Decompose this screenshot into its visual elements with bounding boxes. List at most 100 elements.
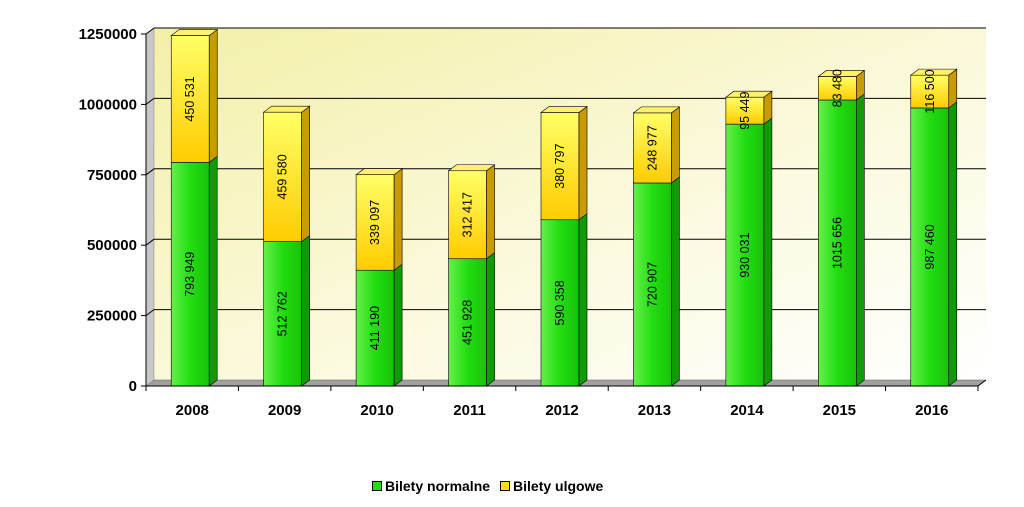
bar-segment: 116 500: [909, 68, 958, 114]
bar-face: [448, 258, 487, 387]
data-label: 312 417: [461, 192, 475, 237]
bar-segment: 930 031: [725, 117, 773, 387]
bar-segment: 380 797: [540, 105, 588, 221]
bar-face: [355, 174, 395, 271]
gridline-depth: [145, 238, 155, 246]
x-axis-depth: [977, 379, 987, 387]
bar-top: [170, 29, 219, 36]
data-label: 95 449: [738, 92, 752, 130]
bar-segment: 1015 656: [818, 93, 865, 387]
data-label: 793 949: [183, 252, 197, 297]
bar-side: [208, 28, 218, 164]
bar-face: [263, 241, 302, 387]
bar-side: [763, 117, 773, 387]
data-label: 339 097: [368, 200, 382, 245]
bar-segment: 451 928: [448, 252, 495, 387]
data-label: 248 977: [645, 125, 659, 170]
bar-top: [262, 105, 311, 113]
gridline-depth: [145, 27, 155, 35]
bar-top: [724, 90, 773, 98]
x-tick-label: 2008: [176, 402, 209, 419]
bar-face: [448, 170, 487, 260]
bar-top: [909, 68, 958, 76]
data-label: 116 500: [923, 69, 937, 113]
x-tick-label: 2015: [823, 402, 856, 419]
plot-side-wall: [145, 27, 155, 387]
y-tick-label: 250000: [87, 308, 137, 325]
data-label: 1015 656: [830, 217, 844, 269]
bar-segment: 411 190: [355, 263, 403, 387]
data-label: 411 190: [368, 306, 382, 350]
bar-segment: 590 358: [540, 213, 588, 387]
bar-side: [393, 263, 403, 387]
bar-segment: 339 097: [355, 168, 404, 271]
x-axis: 2008 2009 2010 2011 2012 2013 2014 2015 2016: [145, 379, 987, 419]
bar-side: [856, 93, 865, 387]
bar-top: [540, 106, 588, 113]
data-label: 512 762: [276, 291, 290, 336]
data-label: 380 797: [553, 144, 567, 189]
data-label: 987 460: [923, 224, 937, 269]
data-label: 450 531: [183, 76, 197, 121]
bar-side: [301, 235, 310, 387]
x-tick-label: 2011: [453, 402, 486, 419]
legend-item-ulgowe: Bilety ulgowe: [500, 478, 603, 494]
bar-segment: 95 449: [724, 90, 773, 130]
legend-swatch-normalne: [372, 481, 382, 491]
bar-face: [263, 111, 302, 242]
bar-top: [817, 70, 866, 77]
bar-segment: 793 949: [170, 155, 218, 387]
bars: 793 949 450 531 512 762 459 580 411 190 339 0…: [170, 28, 958, 387]
bar-face: [910, 74, 950, 109]
bar-top: [447, 164, 496, 172]
bar-side: [578, 213, 588, 387]
bar-side: [671, 176, 680, 387]
bar-face: [725, 96, 765, 125]
y-axis: 0 250000 500000 750000 1000000 1250000: [79, 26, 147, 395]
bar-segment: 987 460: [910, 101, 958, 387]
bar-side: [948, 68, 958, 109]
y-tick-label: 1000000: [79, 96, 137, 113]
data-label: 930 031: [738, 232, 752, 277]
x-tick-label: 2009: [268, 402, 301, 419]
data-label: 720 907: [645, 262, 659, 307]
bar-side: [486, 252, 495, 387]
bar-segment: 312 417: [447, 164, 496, 260]
x-tick-label: 2010: [360, 402, 393, 419]
bar-top: [632, 106, 681, 114]
x-tick-label: 2016: [915, 402, 948, 419]
data-label: 83 480: [830, 69, 844, 107]
bar-segment: 720 907: [633, 176, 680, 387]
bar-segment: 512 762: [263, 235, 310, 387]
y-tick-label: 0: [129, 378, 137, 395]
y-tick-label: 750000: [87, 167, 137, 184]
legend-swatch-ulgowe: [500, 481, 511, 491]
bar-side: [393, 168, 403, 271]
bar-face: [355, 269, 395, 387]
gridline-depth: [145, 98, 155, 105]
gridline-depth: [145, 168, 155, 176]
bar-segment: 459 580: [262, 105, 311, 243]
bar-face: [540, 112, 580, 221]
data-label: 451 928: [461, 300, 475, 345]
legend-label-ulgowe: Bilety ulgowe: [513, 478, 604, 494]
bar-side: [208, 155, 218, 387]
x-tick-label: 2012: [545, 402, 578, 419]
bar-segment: 248 977: [632, 106, 681, 184]
bar-top: [355, 168, 404, 176]
legend-label-normalne: Bilety normalne: [385, 478, 491, 494]
legend: Bilety normalne Bilety ulgowe: [372, 478, 603, 494]
stacked-bar-chart: 0 250000 500000 750000 1000000 1250000 793 94…: [79, 26, 987, 419]
data-label: 459 580: [276, 154, 290, 199]
bar-side: [301, 105, 310, 243]
bar-face: [725, 123, 765, 387]
x-tick-label: 2013: [638, 402, 671, 419]
legend-item-normalne: Bilety normalne: [372, 478, 490, 494]
y-tick-label: 1250000: [79, 26, 137, 43]
bar-segment: 83 480: [817, 69, 866, 107]
bar-segment: 450 531: [170, 28, 219, 164]
bar-side: [578, 105, 588, 221]
y-tick-label: 500000: [87, 237, 137, 254]
bar-side: [486, 164, 495, 260]
x-tick-label: 2014: [730, 402, 764, 419]
